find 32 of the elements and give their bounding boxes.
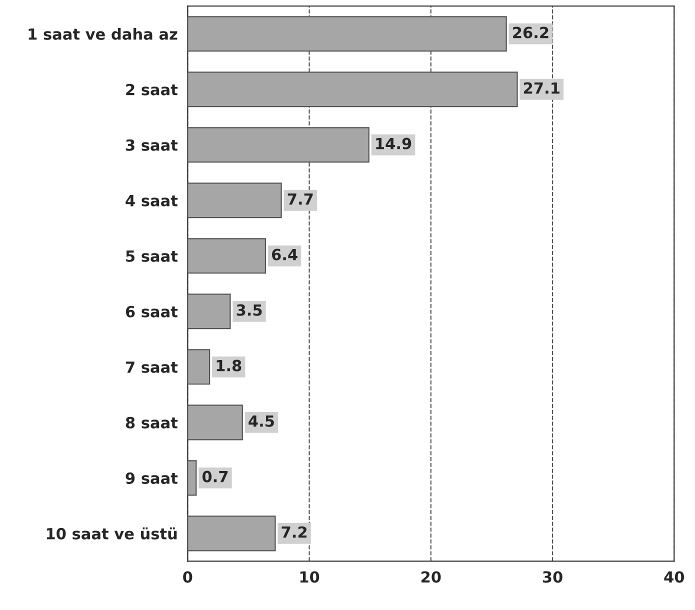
data-label: 6.4 bbox=[272, 248, 298, 260]
y-tick-label: 6 saat bbox=[126, 306, 178, 318]
bar bbox=[188, 349, 210, 385]
y-tick-label: 5 saat bbox=[126, 250, 178, 262]
bar bbox=[188, 238, 266, 274]
data-label: 14.9 bbox=[376, 138, 412, 150]
x-tick-label: 40 bbox=[664, 571, 684, 583]
bar bbox=[188, 516, 276, 552]
y-tick-label: 3 saat bbox=[126, 139, 178, 151]
bar bbox=[188, 294, 231, 330]
y-tick-label: 10 saat ve üstü bbox=[46, 527, 177, 540]
bar bbox=[188, 404, 243, 440]
y-tick-label: 9 saat bbox=[126, 472, 178, 484]
y-tick-label: 7 saat bbox=[126, 362, 178, 373]
y-tick-label: 1 saat ve daha az bbox=[28, 28, 178, 40]
x-tick-label: 10 bbox=[300, 571, 320, 583]
data-label: 27.1 bbox=[524, 82, 560, 94]
x-tick-label: 0 bbox=[183, 571, 192, 583]
data-label: 7.2 bbox=[282, 526, 307, 538]
x-tick-label: 20 bbox=[421, 571, 441, 583]
data-label: 7.7 bbox=[288, 193, 313, 205]
data-label: 3.5 bbox=[236, 304, 262, 316]
data-label: 1.8 bbox=[216, 360, 242, 372]
y-tick-label: 4 saat bbox=[126, 195, 178, 206]
y-tick-label: 8 saat bbox=[126, 416, 178, 428]
data-label: 26.2 bbox=[513, 26, 548, 38]
bar bbox=[188, 182, 282, 218]
data-label: 4.5 bbox=[248, 416, 274, 427]
x-tick-label: 30 bbox=[542, 571, 562, 583]
bar bbox=[188, 460, 197, 496]
y-tick-label: 2 saat bbox=[126, 84, 178, 96]
data-label: 0.7 bbox=[202, 470, 228, 482]
